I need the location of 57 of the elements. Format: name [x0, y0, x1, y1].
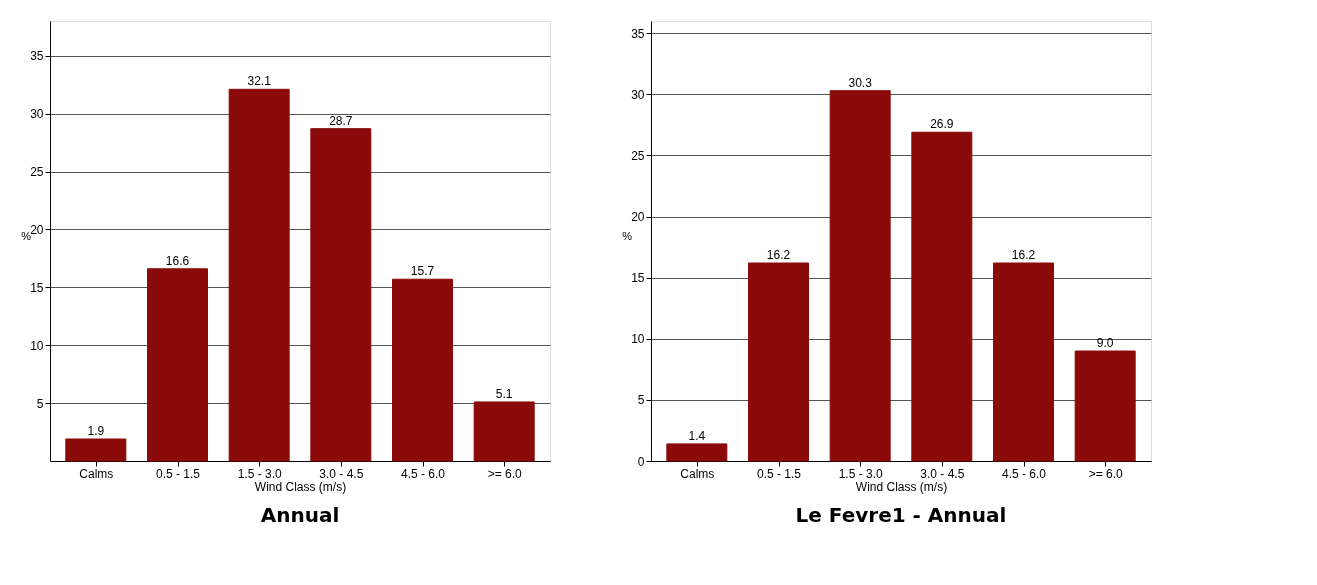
x-axis-title: Wind Class (m/s): [855, 479, 948, 494]
x-tick-label: 3.0 - 4.5: [920, 466, 965, 481]
data-label: 1.4: [688, 428, 706, 443]
x-tick-label: 0.5 - 1.5: [155, 466, 201, 481]
data-label: 16.2: [766, 248, 791, 262]
data-label: 32.1: [247, 74, 272, 89]
y-tick-label: 10: [30, 338, 44, 353]
x-tick-label: Calms: [680, 466, 715, 481]
data-label: 1.9: [87, 424, 105, 438]
y-axis-title: %: [21, 229, 32, 242]
data-label: 9.0: [1096, 336, 1114, 350]
x-tick-label: 4.5 - 6.0: [1001, 466, 1047, 481]
y-tick-label: 15: [30, 280, 44, 295]
bar: [65, 438, 127, 462]
y-tick-label: 20: [30, 222, 44, 237]
y-axis-title: %: [622, 229, 633, 242]
bar: [1074, 350, 1136, 462]
data-label: 16.2: [1011, 248, 1036, 262]
x-tick-label: Calms: [79, 466, 114, 481]
text: Annual: [260, 503, 340, 527]
bar: [829, 90, 891, 462]
bar: [911, 131, 973, 462]
data-label: 28.7: [329, 113, 353, 128]
bar: [748, 262, 809, 462]
y-tick-label: 5: [637, 393, 645, 408]
data-label: 26.9: [930, 117, 954, 132]
x-axis-title: Wind Class (m/s): [254, 479, 347, 494]
x-tick-label: 3.0 - 4.5: [319, 466, 364, 481]
bar: [228, 88, 290, 462]
y-tick-label: 25: [30, 165, 44, 180]
x-tick-label: >= 6.0: [1088, 466, 1124, 481]
x-tick-label: >= 6.0: [487, 466, 523, 481]
data-label: 5.1: [495, 386, 513, 401]
bar: [147, 268, 208, 462]
x-tick-label: 0.5 - 1.5: [756, 466, 802, 481]
text: Le Fevre1 - Annual: [795, 503, 1007, 527]
y-tick-label: 25: [631, 148, 645, 163]
data-label: 30.3: [848, 75, 873, 90]
bar: [473, 401, 535, 462]
y-tick-label: 30: [631, 87, 645, 102]
y-tick-label: 20: [631, 210, 645, 225]
bar: [392, 278, 453, 462]
y-tick-label: 35: [30, 49, 44, 64]
x-tick-label: 4.5 - 6.0: [400, 466, 446, 481]
bar: [666, 443, 728, 462]
data-label: 15.7: [410, 264, 435, 279]
y-tick-label: 35: [631, 26, 645, 41]
y-tick-label: 5: [36, 396, 44, 411]
data-label: 16.6: [165, 253, 190, 268]
y-tick-label: 0: [637, 454, 645, 469]
bar: [310, 128, 372, 462]
y-tick-label: 15: [631, 271, 645, 286]
x-tick-label: 1.5 - 3.0: [838, 466, 883, 481]
x-tick-label: 1.5 - 3.0: [237, 466, 282, 481]
y-tick-label: 10: [631, 332, 645, 347]
bar: [993, 262, 1054, 462]
y-tick-label: 30: [30, 107, 44, 122]
